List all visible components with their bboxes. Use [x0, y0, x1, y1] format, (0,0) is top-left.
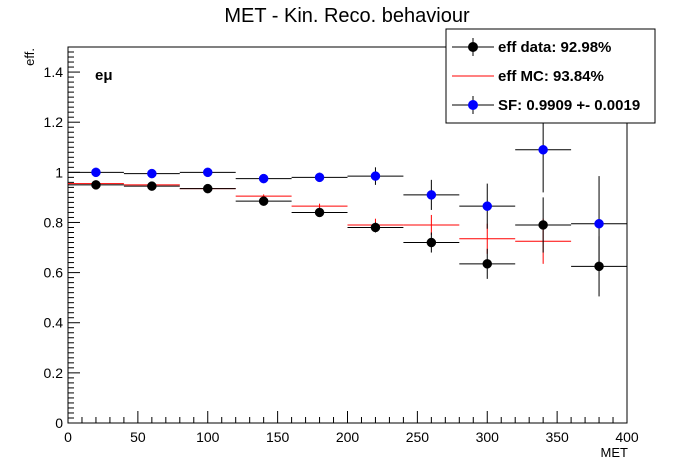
legend-marker [468, 100, 478, 110]
x-tick-label: 50 [130, 429, 146, 445]
y-tick-label: 0.4 [44, 315, 64, 331]
x-tick-label: 100 [196, 429, 220, 445]
y-tick-label: 1 [55, 164, 63, 180]
data-point [91, 180, 101, 190]
data-series [68, 107, 627, 297]
x-tick-label: 250 [406, 429, 430, 445]
x-axis-label: MET [601, 445, 629, 460]
data-point [426, 190, 437, 200]
legend-marker [468, 42, 478, 52]
data-point [370, 171, 381, 181]
data-point [482, 201, 492, 211]
legend-entry: eff MC: 93.84% [452, 68, 604, 85]
x-tick-label: 350 [545, 429, 569, 445]
x-tick-label: 300 [476, 429, 500, 445]
data-point [538, 145, 548, 155]
data-point [370, 222, 381, 233]
y-axis-label: eff. [22, 48, 37, 66]
legend-label: eff MC: 93.84% [498, 68, 604, 85]
x-tick-labels: 0 50 100 150 200 250 300 350 400 [64, 429, 639, 445]
legend-entry: eff data: 92.98% [452, 38, 611, 56]
data-point [258, 173, 269, 184]
data-point [314, 207, 325, 218]
data-point [203, 167, 213, 178]
data-point [314, 172, 325, 183]
axis-ticks [67, 46, 628, 424]
legend-label: SF: 0.9909 +- 0.0019 [498, 97, 640, 114]
data-point [147, 168, 157, 179]
series-sf [68, 107, 627, 272]
data-point [147, 181, 157, 191]
x-tick-label: 0 [64, 429, 72, 445]
data-point [594, 218, 604, 229]
data-point [203, 183, 213, 194]
legend: eff data: 92.98% eff MC: 93.84% SF: 0.9909… [445, 28, 656, 124]
series-data [68, 180, 627, 297]
y-tick-label: 0 [55, 415, 63, 431]
channel-annotation: eμ [95, 67, 113, 84]
y-tick-labels: 0 0.2 0.4 0.6 0.8 1 1.2 1.4 [44, 64, 64, 431]
chart-title: MET - Kin. Reco. behaviour [224, 5, 470, 27]
y-tick-label: 1.2 [44, 114, 64, 130]
legend-entry: SF: 0.9909 +- 0.0019 [452, 96, 640, 114]
y-tick-label: 0.6 [44, 265, 64, 281]
x-tick-label: 400 [615, 429, 639, 445]
y-tick-label: 0.8 [44, 214, 64, 230]
data-point [482, 259, 492, 269]
y-tick-label: 0.2 [44, 365, 64, 381]
x-tick-label: 200 [336, 429, 360, 445]
data-point [258, 196, 269, 206]
y-tick-label: 1.4 [44, 64, 64, 80]
legend-label: eff data: 92.98% [498, 39, 611, 56]
series-mc [68, 182, 572, 264]
data-point [538, 220, 548, 230]
data-point [426, 237, 437, 248]
data-point [91, 167, 101, 178]
x-tick-label: 150 [266, 429, 290, 445]
